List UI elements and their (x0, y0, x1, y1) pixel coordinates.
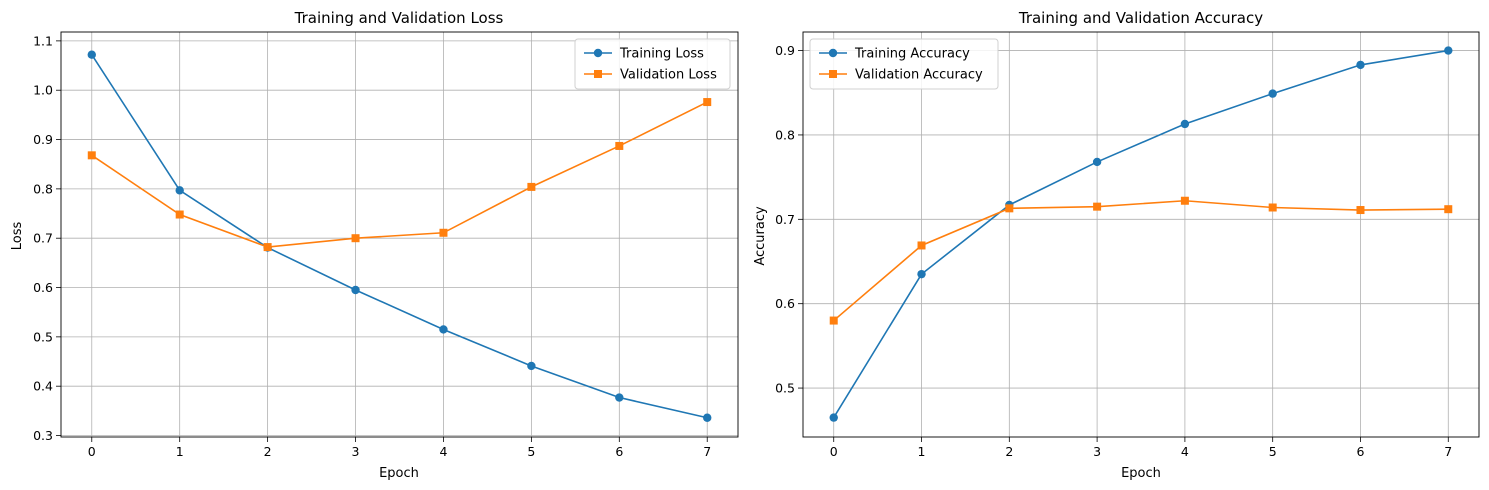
x-tick-label: 3 (352, 444, 360, 459)
series-line (91, 101, 708, 248)
series-line (91, 54, 708, 419)
accuracy-chart-series-0 (829, 46, 1453, 422)
accuracy-chart: Training and Validation Accuracy Epoch A… (753, 9, 1480, 481)
x-tick-label: 4 (439, 444, 447, 459)
data-point (1268, 203, 1277, 212)
loss-chart: Training and Validation Loss Epoch Loss … (10, 9, 739, 481)
data-point (917, 269, 926, 279)
data-point (1180, 196, 1189, 205)
accuracy-chart-grid (803, 32, 1479, 437)
data-point (615, 393, 624, 402)
x-tick-label: 2 (264, 444, 272, 459)
y-tick-label: 0.9 (775, 43, 795, 58)
accuracy-chart-xlabel: Epoch (1121, 466, 1161, 481)
x-tick-label: 0 (830, 444, 838, 459)
data-point (703, 413, 712, 422)
y-tick-label: 0.6 (775, 296, 795, 311)
y-tick-label: 1.1 (33, 33, 53, 48)
data-point (615, 141, 624, 150)
x-tick-label: 5 (527, 444, 535, 459)
data-point (263, 243, 272, 252)
x-tick-label: 6 (615, 444, 623, 459)
data-point (1005, 204, 1014, 213)
legend-label: Validation Loss (620, 68, 717, 83)
x-tick-label: 7 (703, 444, 711, 459)
accuracy-chart-title: Training and Validation Accuracy (1018, 9, 1263, 27)
data-point (1180, 119, 1190, 129)
x-tick-label: 1 (176, 444, 184, 459)
loss-chart-grid (61, 32, 738, 437)
data-point (1356, 60, 1365, 70)
data-point (1356, 206, 1365, 215)
loss-chart-frame (60, 31, 739, 438)
y-tick-label: 0.9 (33, 132, 53, 147)
y-tick-label: 0.7 (33, 231, 53, 246)
x-tick-label: 4 (1181, 444, 1189, 459)
y-tick-label: 0.7 (775, 212, 795, 227)
accuracy-chart-series-1 (829, 196, 1453, 325)
data-point (527, 361, 536, 371)
data-point (703, 98, 712, 107)
y-tick-label: 0.8 (775, 127, 795, 142)
data-point (175, 210, 184, 219)
legend-label: Training Accuracy (854, 47, 970, 62)
loss-chart-legend: Training Loss Validation Loss (574, 38, 731, 90)
loss-chart-title: Training and Validation Loss (294, 9, 504, 27)
y-tick-label: 0.4 (33, 379, 53, 394)
data-point (829, 413, 838, 422)
y-tick-label: 1.0 (33, 83, 53, 98)
legend-marker (828, 48, 838, 58)
data-point (439, 228, 448, 237)
legend-box (574, 38, 731, 90)
loss-chart-ylabel: Loss (10, 222, 25, 251)
y-tick-label: 0.5 (775, 381, 795, 396)
legend-marker (593, 48, 603, 58)
series-line (833, 199, 1449, 322)
y-tick-label: 0.8 (33, 181, 53, 196)
loss-chart-xlabel: Epoch (379, 466, 419, 481)
x-tick-label: 0 (88, 444, 96, 459)
data-point (175, 186, 184, 195)
data-point (527, 182, 536, 191)
data-point (351, 234, 360, 243)
y-tick-label: 0.3 (33, 428, 53, 443)
series-line (833, 49, 1449, 419)
accuracy-chart-ylabel: Accuracy (753, 206, 768, 266)
accuracy-chart-legend: Training Accuracy Validation Accuracy (809, 38, 999, 90)
x-tick-label: 6 (1357, 444, 1365, 459)
y-tick-label: 0.6 (33, 280, 53, 295)
x-tick-label: 1 (918, 444, 926, 459)
data-point (1444, 205, 1453, 214)
accuracy-chart-frame (802, 31, 1480, 438)
data-point (439, 325, 448, 334)
data-point (351, 285, 360, 295)
y-tick-label: 0.5 (33, 329, 53, 344)
legend-box (809, 38, 999, 90)
data-point (87, 151, 96, 160)
data-point (1092, 157, 1102, 167)
data-point (1093, 202, 1102, 211)
x-tick-label: 7 (1444, 444, 1452, 459)
data-point (917, 241, 926, 250)
legend-marker (829, 70, 837, 78)
x-tick-label: 3 (1093, 444, 1101, 459)
x-tick-label: 5 (1269, 444, 1277, 459)
legend-marker (594, 70, 602, 78)
data-point (87, 50, 96, 59)
legend-label: Training Loss (619, 47, 704, 62)
data-point (1444, 46, 1453, 55)
data-point (1268, 89, 1277, 98)
legend-label: Validation Accuracy (855, 68, 983, 83)
x-tick-label: 2 (1005, 444, 1013, 459)
loss-chart-series-1 (87, 98, 712, 252)
data-point (829, 316, 838, 325)
